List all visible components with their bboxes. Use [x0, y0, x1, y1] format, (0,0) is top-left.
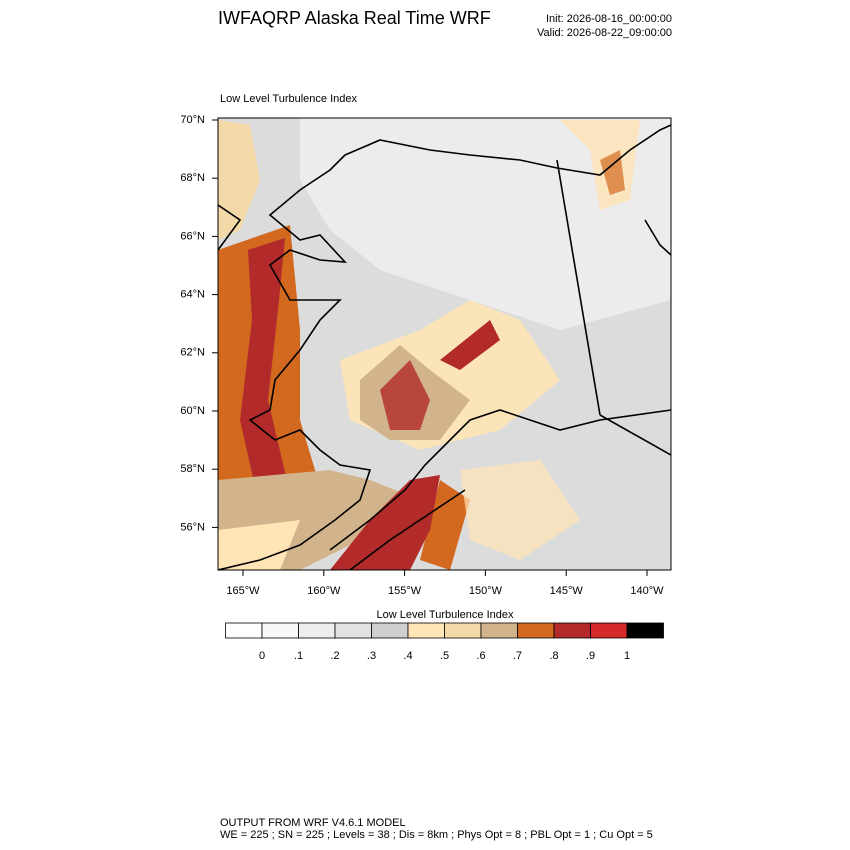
colorbar-box: [590, 622, 628, 639]
lon-label: 145°W: [550, 585, 584, 597]
colorbar-tick-label: .5: [440, 650, 449, 662]
colorbar-tick-label: .2: [330, 650, 339, 662]
colorbar-tick-label: .1: [294, 650, 303, 662]
colorbar-box: [517, 622, 555, 639]
map-title: Low Level Turbulence Index: [220, 93, 357, 105]
map-field: [218, 118, 671, 570]
footer-line: OUTPUT FROM WRF V4.6.1 MODEL: [220, 817, 406, 829]
map-frame: [217, 117, 672, 571]
lat-label: 58°N: [180, 463, 205, 475]
colorbar-box: [480, 622, 518, 639]
colorbar-box: [225, 622, 263, 639]
lat-label: 56°N: [180, 521, 205, 533]
colorbar: 0 .1 .2 .3 .4 .5 .6 .7 .8 .9 1: [225, 622, 664, 662]
footer-line: WE = 225 ; SN = 225 ; Levels = 38 ; Dis …: [220, 829, 653, 841]
colorbar-box: [298, 622, 336, 639]
lon-label: 160°W: [307, 585, 341, 597]
lat-label: 62°N: [180, 347, 205, 359]
colorbar-box: [407, 622, 445, 639]
lat-label: 68°N: [180, 172, 205, 184]
colorbar-tick-label: .6: [476, 650, 485, 662]
lat-label: 64°N: [180, 289, 205, 301]
valid-time: Valid: 2026-08-22_09:00:00: [537, 27, 672, 39]
colorbar-tick-label: .9: [586, 650, 595, 662]
lat-label: 60°N: [180, 405, 205, 417]
init-time: Init: 2026-08-16_00:00:00: [546, 13, 672, 25]
lon-labels: 165°W 160°W 155°W 150°W 145°W 140°W: [226, 570, 664, 597]
lat-label: 66°N: [180, 230, 205, 242]
colorbar-tick-label: 1: [624, 650, 630, 662]
colorbar-box: [553, 622, 591, 639]
colorbar-tick-label: .3: [367, 650, 376, 662]
lon-label: 150°W: [469, 585, 503, 597]
lon-label: 155°W: [388, 585, 422, 597]
colorbar-box: [444, 622, 482, 639]
colorbar-tick-label: .7: [513, 650, 522, 662]
colorbar-tick-label: 0: [259, 650, 265, 662]
lon-label: 165°W: [226, 585, 260, 597]
colorbar-box: [371, 622, 409, 639]
colorbar-title: Low Level Turbulence Index: [377, 609, 514, 621]
colorbar-tick-label: .4: [403, 650, 412, 662]
lat-labels: 70°N 68°N 66°N 64°N 62°N 60°N 58°N 56°N: [180, 114, 218, 533]
colorbar-box: [626, 622, 664, 639]
colorbar-tick-label: .8: [549, 650, 558, 662]
title: IWFAQRP Alaska Real Time WRF: [218, 8, 491, 28]
colorbar-box: [334, 622, 372, 639]
colorbar-box: [261, 622, 299, 639]
lat-label: 70°N: [180, 114, 205, 126]
lon-label: 140°W: [630, 585, 664, 597]
